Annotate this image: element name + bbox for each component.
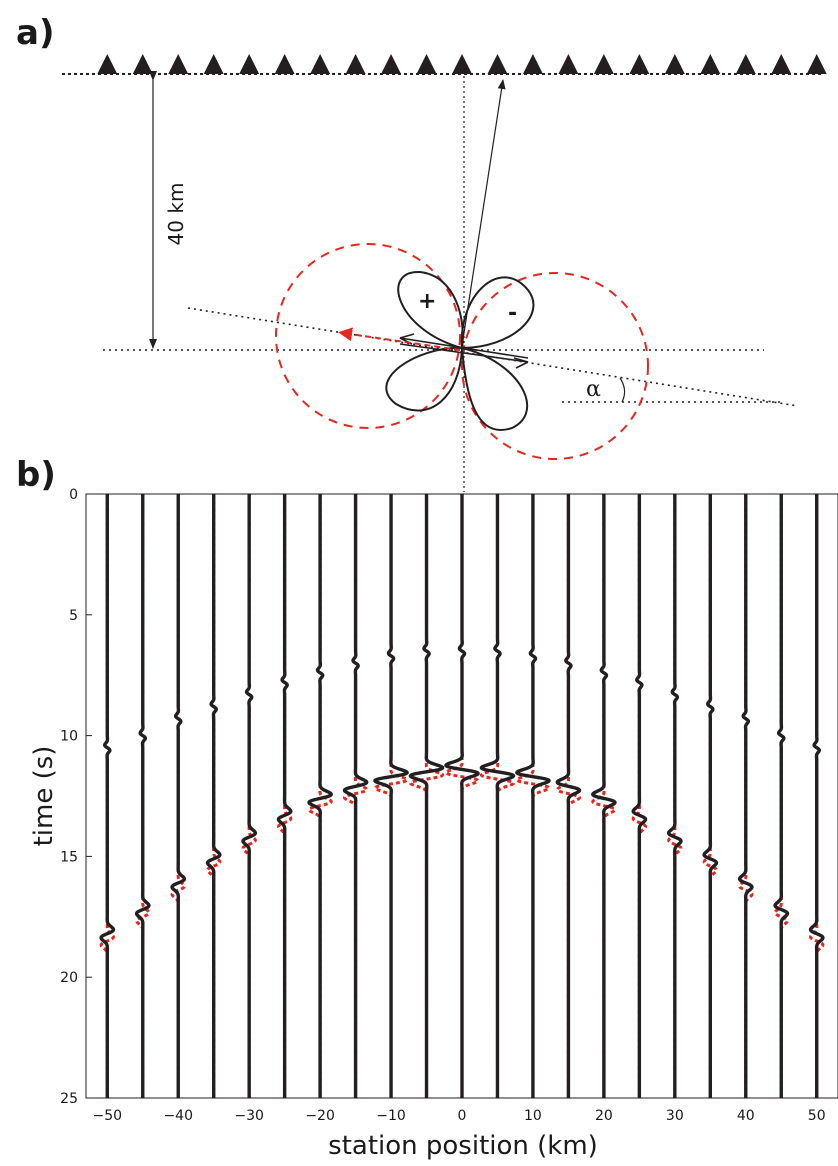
- panel-b-label: b): [16, 455, 56, 495]
- depth-label: 40 km: [164, 183, 188, 246]
- trace-observed-9: [408, 494, 445, 1098]
- radiation-circle-right: [461, 272, 649, 460]
- x-axis-ticks: −50 −40 −30 −20 −10 0 10 20 30 40 50: [93, 1092, 826, 1124]
- fault-plane-line: [187, 307, 799, 407]
- trace-observed-14: [591, 494, 617, 1098]
- panel-a-source-geometry: a) 40 km α + -: [16, 13, 827, 492]
- secondary-ray: [338, 327, 461, 351]
- receiver-triangle-9: [416, 54, 437, 74]
- radiation-circle-left: [275, 243, 461, 429]
- seismogram-traces: [99, 494, 825, 1098]
- receiver-triangle-13: [558, 54, 579, 74]
- x-tick-label-9: 40: [737, 1108, 755, 1124]
- trace-observed-1: [134, 494, 151, 1098]
- trace-observed-18: [737, 494, 754, 1098]
- y-tick-label-2: 10: [60, 729, 78, 745]
- trace-observed-8: [373, 494, 409, 1098]
- trace-observed-17: [702, 494, 719, 1098]
- y-tick-label-4: 20: [60, 970, 78, 986]
- x-tick-label-8: 30: [666, 1108, 684, 1124]
- trace-observed-12: [515, 494, 551, 1098]
- lobe-lower-right: [460, 346, 529, 431]
- radiation-pattern-lobes: [385, 270, 535, 431]
- receiver-triangle-20: [806, 54, 827, 74]
- x-tick-label-4: −10: [376, 1108, 406, 1124]
- plus-sign: +: [418, 289, 436, 314]
- angle-arc: [619, 377, 626, 403]
- receiver-triangle-18: [735, 54, 756, 74]
- x-tick-label-3: −20: [305, 1108, 335, 1124]
- slip-line-lower: [399, 343, 529, 363]
- trace-observed-3: [205, 494, 222, 1098]
- slip-line-upper: [399, 337, 529, 359]
- receiver-triangle-19: [771, 54, 792, 74]
- receiver-triangle-10: [452, 54, 472, 74]
- x-tick-label-0: −50: [93, 1108, 123, 1124]
- x-axis-title: station position (km): [328, 1131, 598, 1161]
- slip-arrowhead-right: [513, 357, 529, 369]
- lobe-upper-right: [460, 276, 535, 350]
- trace-observed-20: [808, 494, 825, 1098]
- receiver-triangle-1: [132, 54, 153, 74]
- receiver-triangle-15: [629, 54, 650, 74]
- x-tick-label-6: 10: [524, 1108, 542, 1124]
- receiver-triangle-2: [168, 54, 189, 74]
- trace-observed-5: [276, 494, 293, 1098]
- trace-observed-15: [631, 494, 648, 1098]
- trace-observed-4: [241, 494, 258, 1098]
- x-tick-label-5: 0: [458, 1108, 467, 1124]
- trace-observed-11: [479, 494, 516, 1098]
- lobe-upper-left: [397, 270, 464, 350]
- receiver-array: [97, 54, 827, 74]
- lobe-lower-left: [385, 346, 464, 412]
- trace-observed-19: [773, 494, 790, 1098]
- y-tick-label-1: 5: [69, 608, 78, 624]
- y-axis-ticks: 0 5 10 15 20 25: [60, 487, 92, 1107]
- trace-observed-2: [170, 494, 187, 1098]
- trace-observed-10: [444, 494, 480, 1098]
- y-tick-label-5: 25: [60, 1091, 78, 1107]
- direct-ray: [461, 79, 506, 347]
- minus-sign: -: [508, 301, 517, 326]
- receiver-triangle-17: [700, 54, 721, 74]
- panel-b-seismogram-section: b) −50 −40 −30 −20 −10 0 10 20 30 40 50 0 5 10 15 20 25…: [16, 455, 838, 1161]
- y-tick-label-0: 0: [69, 487, 78, 503]
- trace-observed-13: [555, 494, 582, 1098]
- receiver-triangle-0: [97, 54, 118, 74]
- y-tick-label-3: 15: [60, 849, 78, 865]
- x-tick-label-1: −40: [163, 1108, 193, 1124]
- trace-observed-6: [307, 494, 333, 1098]
- y-axis-title: time (s): [29, 746, 59, 847]
- receiver-triangle-3: [203, 54, 224, 74]
- receiver-triangle-12: [522, 54, 543, 74]
- receiver-triangle-5: [274, 54, 295, 74]
- receiver-triangle-11: [487, 54, 508, 74]
- receiver-triangle-16: [664, 54, 685, 74]
- panel-a-label: a): [16, 13, 54, 53]
- receiver-triangle-4: [239, 54, 260, 74]
- angle-label: α: [586, 377, 601, 402]
- trace-observed-7: [342, 494, 369, 1098]
- receiver-triangle-7: [345, 54, 366, 74]
- x-tick-label-2: −30: [234, 1108, 264, 1124]
- trace-observed-0: [99, 494, 116, 1098]
- receiver-triangle-6: [310, 54, 331, 74]
- receiver-triangle-14: [593, 54, 614, 74]
- x-tick-label-10: 50: [808, 1108, 826, 1124]
- trace-observed-16: [666, 494, 683, 1098]
- receiver-triangle-8: [381, 54, 402, 74]
- x-tick-label-7: 20: [595, 1108, 613, 1124]
